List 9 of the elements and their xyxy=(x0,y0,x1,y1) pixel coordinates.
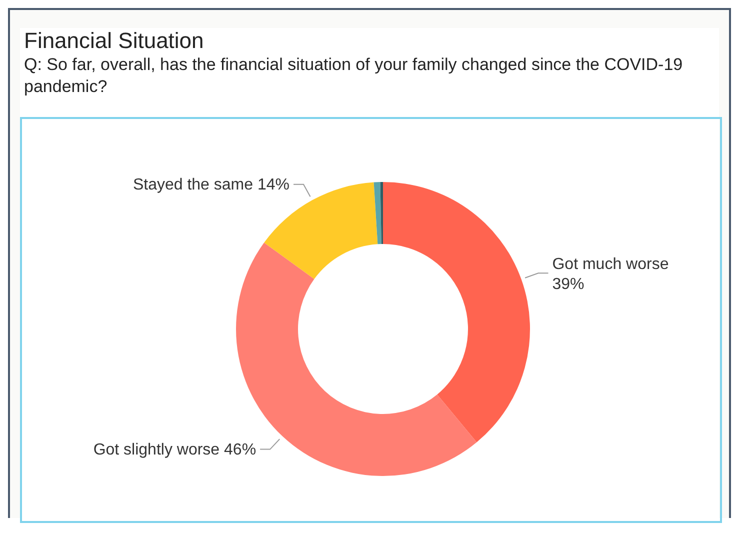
slice-label: Got much worse xyxy=(552,256,669,274)
slice-label: Got slightly worse 46% xyxy=(93,441,256,458)
donut-slice xyxy=(374,182,382,244)
slice-label: Stayed the same 14% xyxy=(132,176,290,194)
data-label: 39% xyxy=(552,276,584,294)
donut-slice xyxy=(383,182,530,442)
chart-title: Financial Situation xyxy=(24,28,205,54)
donut-slice xyxy=(380,182,383,244)
chart-subtitle: Q: So far, overall, has the financial situation of your family changed since the COVID-19 pandemic? xyxy=(24,54,684,98)
